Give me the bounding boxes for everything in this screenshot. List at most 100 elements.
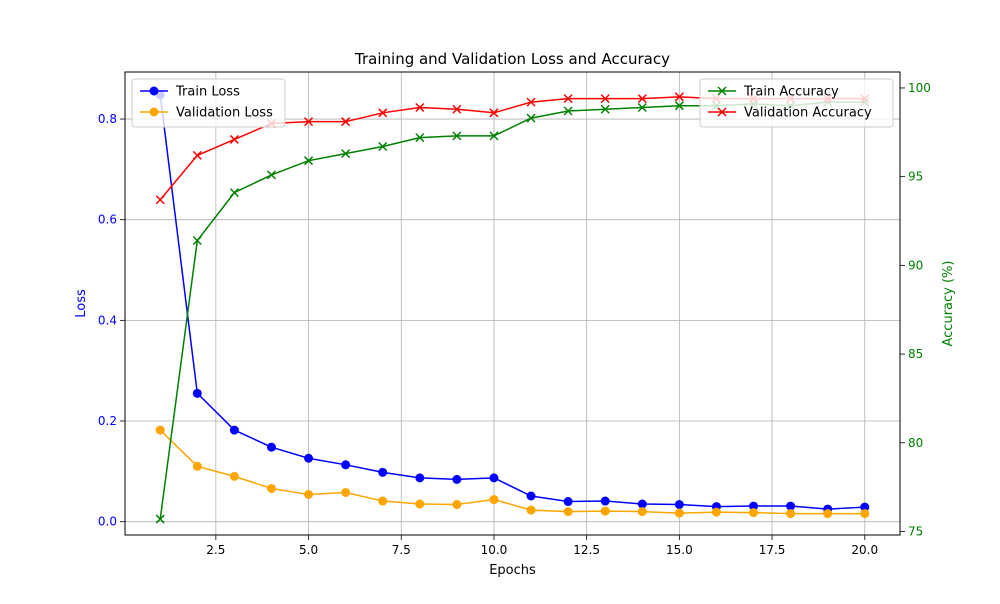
data-point-validation-loss bbox=[637, 507, 647, 517]
marker-stroke bbox=[489, 108, 499, 118]
marker-stroke bbox=[526, 113, 536, 123]
y-right-tick-label: 90 bbox=[908, 258, 923, 272]
data-point-train-accuracy bbox=[304, 156, 314, 166]
marker-stroke bbox=[637, 94, 647, 104]
data-point-validation-loss bbox=[489, 495, 499, 505]
y-left-axis: 0.0 0.2 0.4 0.6 0.8 bbox=[98, 112, 125, 529]
data-point-train-accuracy bbox=[229, 188, 239, 198]
data-point-train-accuracy bbox=[415, 133, 425, 143]
marker-stroke bbox=[155, 195, 165, 205]
series-layer bbox=[155, 90, 870, 524]
data-point-validation-accuracy bbox=[452, 104, 462, 114]
data-point-validation-accuracy bbox=[229, 134, 239, 144]
data-point-train-accuracy bbox=[452, 131, 462, 141]
x-tick-label: 20.0 bbox=[851, 543, 878, 557]
y-left-tick-label: 0.8 bbox=[98, 112, 117, 126]
data-point-validation-accuracy bbox=[637, 94, 647, 104]
x-tick-label: 7.5 bbox=[392, 543, 411, 557]
plot-frame bbox=[124, 71, 901, 536]
data-point-validation-loss bbox=[526, 505, 536, 515]
data-point-validation-loss bbox=[823, 509, 833, 519]
data-point-train-loss bbox=[192, 388, 202, 398]
y-right-axis-label: Accuracy (%) bbox=[941, 261, 956, 347]
legend-marker bbox=[149, 86, 159, 96]
marker-stroke bbox=[452, 104, 462, 114]
x-tick-label: 17.5 bbox=[759, 543, 786, 557]
marker-stroke bbox=[304, 117, 314, 127]
legend-item-train-accuracy: Train Accuracy bbox=[708, 85, 839, 100]
x-tick-label: 10.0 bbox=[481, 543, 508, 557]
data-point-train-loss bbox=[786, 501, 796, 511]
legend-marker bbox=[717, 86, 727, 96]
data-point-train-loss bbox=[229, 425, 239, 435]
data-point-validation-loss bbox=[341, 487, 351, 497]
data-point-validation-loss bbox=[600, 506, 610, 516]
y-right-tick-label: 95 bbox=[908, 170, 923, 184]
data-point-train-accuracy bbox=[266, 170, 277, 180]
marker-stroke bbox=[341, 149, 351, 159]
legend-box bbox=[131, 78, 286, 128]
y-right-tick-label: 100 bbox=[908, 81, 931, 95]
legend-item-train-loss: Train Loss bbox=[140, 85, 240, 100]
x-tick-label: 2.5 bbox=[206, 543, 225, 557]
marker-stroke bbox=[637, 102, 647, 113]
marker-stroke bbox=[415, 133, 425, 143]
legend-accuracy: Train Accuracy Validation Accuracy bbox=[699, 78, 894, 128]
data-point-train-accuracy bbox=[192, 235, 202, 246]
x-tick-label: 5.0 bbox=[299, 543, 318, 557]
series-line-train-loss bbox=[159, 94, 865, 510]
marker-stroke bbox=[526, 97, 536, 107]
legend-box bbox=[699, 78, 894, 128]
marker-stroke bbox=[415, 102, 425, 113]
data-point-validation-loss bbox=[266, 483, 276, 493]
data-point-train-loss bbox=[452, 474, 462, 484]
marker-stroke bbox=[563, 94, 573, 104]
data-point-validation-accuracy bbox=[563, 94, 573, 104]
data-point-train-accuracy bbox=[155, 514, 165, 524]
marker-stroke bbox=[489, 131, 499, 141]
x-tick-label: 12.5 bbox=[573, 543, 600, 557]
data-point-validation-loss bbox=[155, 425, 165, 435]
marker-stroke bbox=[378, 108, 388, 118]
data-point-train-accuracy bbox=[341, 149, 351, 159]
y-right-tick-label: 75 bbox=[908, 524, 923, 538]
data-point-validation-accuracy bbox=[674, 92, 684, 102]
legend-label: Train Loss bbox=[175, 85, 240, 100]
marker-stroke bbox=[674, 101, 684, 111]
grid-layer bbox=[125, 72, 900, 535]
legend-item-validation-loss: Validation Loss bbox=[140, 106, 273, 121]
data-point-train-accuracy bbox=[600, 104, 610, 114]
marker-stroke bbox=[717, 107, 727, 117]
series-train-loss bbox=[155, 90, 870, 514]
data-point-validation-accuracy bbox=[526, 97, 536, 107]
y-left-tick-label: 0.2 bbox=[98, 414, 117, 428]
data-point-train-accuracy bbox=[489, 131, 499, 141]
marker-stroke bbox=[674, 92, 684, 102]
legend-loss: Train Loss Validation Loss bbox=[131, 78, 286, 128]
data-point-train-loss bbox=[563, 497, 573, 507]
data-point-validation-accuracy bbox=[489, 108, 499, 118]
data-point-validation-loss bbox=[786, 509, 796, 519]
y-left-tick-label: 0.4 bbox=[98, 313, 117, 327]
legend-item-validation-accuracy: Validation Accuracy bbox=[708, 106, 872, 121]
series-validation-loss bbox=[155, 425, 870, 519]
marker-stroke bbox=[600, 94, 610, 104]
data-point-train-accuracy bbox=[563, 106, 573, 116]
x-tick-label: 15.0 bbox=[666, 543, 693, 557]
legend-marker bbox=[717, 107, 727, 117]
data-point-validation-loss bbox=[378, 496, 388, 506]
marker-stroke bbox=[192, 235, 202, 246]
marker-stroke bbox=[563, 106, 573, 116]
marker-stroke bbox=[155, 514, 165, 524]
marker-stroke bbox=[266, 170, 277, 180]
data-point-validation-accuracy bbox=[378, 108, 388, 118]
marker-stroke bbox=[229, 188, 239, 198]
data-point-validation-accuracy bbox=[304, 117, 314, 127]
y-right-tick-label: 85 bbox=[908, 347, 923, 361]
data-point-train-accuracy bbox=[674, 101, 684, 111]
legend-label: Train Accuracy bbox=[743, 85, 839, 100]
series-line-train-accuracy bbox=[159, 101, 865, 520]
data-point-train-loss bbox=[600, 496, 610, 506]
data-point-validation-accuracy bbox=[600, 94, 610, 104]
